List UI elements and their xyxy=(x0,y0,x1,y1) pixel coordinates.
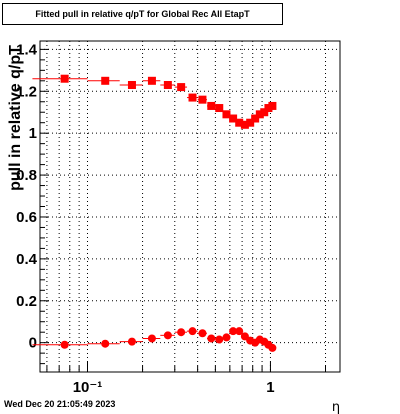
x-tick-label: 1 xyxy=(266,379,274,396)
data-point xyxy=(260,108,269,117)
data-point xyxy=(268,101,277,110)
data-point xyxy=(215,104,224,113)
data-point xyxy=(207,101,216,110)
timestamp: Wed Dec 20 21:05:49 2023 xyxy=(4,399,116,409)
data-point xyxy=(229,327,238,336)
series-1 xyxy=(32,74,277,129)
data-point xyxy=(188,93,197,102)
y-tick-label: 0.6 xyxy=(16,209,37,226)
data-point xyxy=(127,337,136,346)
data-point xyxy=(222,333,231,342)
data-point xyxy=(207,334,216,343)
y-tick-label: 0.4 xyxy=(16,251,38,268)
y-tick-label: 1.4 xyxy=(16,41,38,58)
data-point xyxy=(101,76,110,85)
data-point xyxy=(222,110,231,119)
data-point xyxy=(60,74,69,83)
data-point xyxy=(101,339,110,348)
data-point xyxy=(240,120,249,129)
y-tick-label: 1.2 xyxy=(16,83,37,100)
chart-title: Fitted pull in relative q/pT for Global … xyxy=(2,3,283,25)
data-point xyxy=(229,114,238,123)
y-tick-label: 0 xyxy=(29,335,37,352)
grid-lines xyxy=(40,41,340,372)
data-point xyxy=(127,80,136,89)
data-point xyxy=(147,76,156,85)
y-tick-label: 1 xyxy=(29,125,37,142)
y-tick-label: 0.2 xyxy=(16,293,37,310)
data-series xyxy=(32,74,277,352)
plot-frame xyxy=(39,40,341,373)
y-tick-label: 0.8 xyxy=(16,167,37,184)
data-point xyxy=(255,110,264,119)
y-axis-label: pull in relative q/pT xyxy=(7,45,24,191)
data-point xyxy=(246,118,255,127)
data-point xyxy=(60,340,69,349)
data-point xyxy=(235,327,244,336)
data-point xyxy=(215,335,224,344)
data-point xyxy=(188,327,197,336)
x-tick-label: 10⁻¹ xyxy=(73,379,103,396)
data-point xyxy=(251,114,260,123)
data-point xyxy=(198,329,207,338)
data-point xyxy=(177,83,186,92)
data-point xyxy=(147,334,156,343)
data-point xyxy=(198,95,207,104)
data-point xyxy=(163,80,172,89)
data-point xyxy=(163,331,172,340)
data-point xyxy=(177,328,186,337)
data-point xyxy=(235,118,244,127)
data-point xyxy=(268,343,277,352)
x-axis-label: η xyxy=(332,400,340,414)
axes: 0 0.2 0.4 0.6 0.8 1 1.2 1.4 10⁻¹ 1 xyxy=(16,40,341,396)
series-2 xyxy=(32,327,277,352)
